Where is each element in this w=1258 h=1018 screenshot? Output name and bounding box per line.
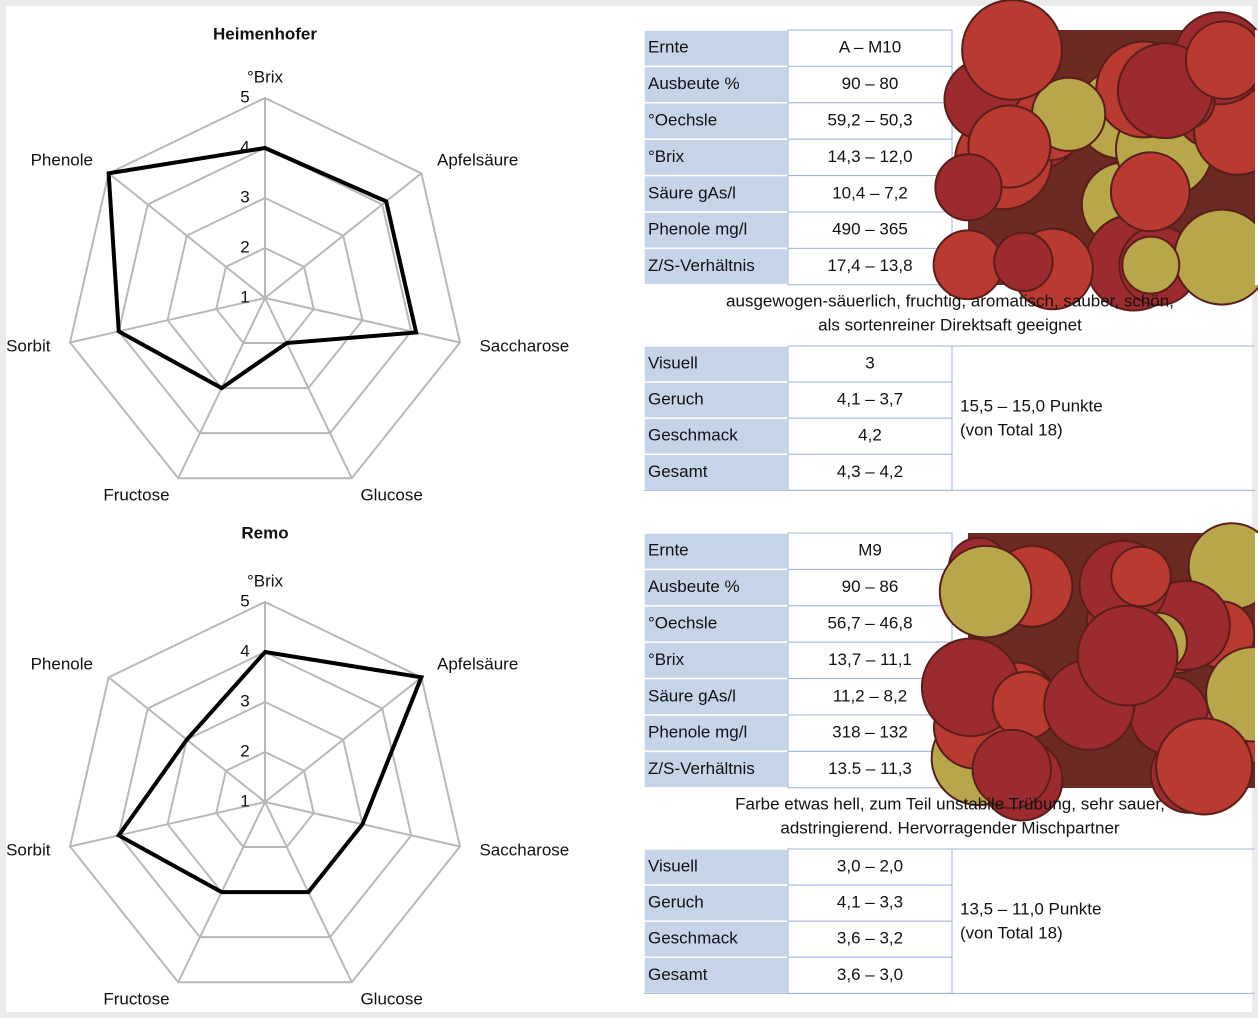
photo-apple	[994, 233, 1052, 291]
row-label: Visuell	[648, 857, 698, 876]
axis-label: Saccharose	[479, 336, 569, 355]
description: als sortenreiner Direktsaft geeignet	[818, 315, 1082, 334]
row-value: A – M10	[839, 38, 901, 57]
axis-label: Saccharose	[479, 840, 569, 859]
photo-apple	[1156, 718, 1252, 814]
photo-apple	[935, 154, 1001, 220]
r-tick-label: 1	[240, 287, 249, 306]
r-tick-label: 3	[240, 691, 249, 710]
page: Heimenhofer °Brix Apfelsäure Saccharose Gluc…	[0, 0, 1258, 1018]
row-value: 11,2 – 8,2	[833, 686, 907, 705]
row-label: Säure gAs/l	[648, 183, 736, 202]
r-tick-label: 2	[240, 741, 249, 760]
photo-apple	[1186, 21, 1258, 99]
r-tick-label: 4	[240, 641, 249, 660]
row-label: Ernte	[648, 541, 689, 560]
row-label: °Oechsle	[648, 110, 717, 129]
row-value: 13,7 – 11,1	[828, 650, 912, 669]
row-label: °Brix	[648, 147, 685, 166]
row-label: Geschmack	[648, 929, 738, 948]
row-label: Ausbeute %	[648, 577, 740, 596]
row-value: 4,1 – 3,3	[837, 893, 903, 912]
total-points: (von Total 18)	[960, 923, 1063, 942]
row-label: Ausbeute %	[648, 74, 740, 93]
row-value: 3,6 – 3,0	[837, 965, 903, 984]
r-tick-label: 5	[240, 591, 249, 610]
row-value: 10,4 – 7,2	[832, 183, 908, 202]
photo-apple	[1078, 606, 1178, 706]
photo-apple	[1111, 152, 1190, 231]
axis-label: Phenole	[31, 150, 93, 169]
row-value: 318 – 132	[832, 723, 908, 742]
axis-label: Sorbit	[6, 840, 51, 859]
row-value: 14,3 – 12,0	[827, 147, 912, 166]
r-tick-label: 1	[240, 791, 249, 810]
photo-apple	[1174, 210, 1258, 305]
description: adstringierend. Hervorragender Mischpart…	[780, 818, 1120, 837]
photo-apple	[962, 0, 1062, 100]
r-tick-label: 5	[240, 87, 249, 106]
axis-label: Fructose	[103, 990, 169, 1009]
axis-label: °Brix	[247, 67, 284, 86]
photo-apple	[1122, 237, 1179, 294]
row-label: Säure gAs/l	[648, 686, 736, 705]
row-value: 13.5 – 11,3	[828, 759, 912, 778]
row-value: 3	[865, 354, 874, 373]
row-label: Geschmack	[648, 426, 738, 445]
row-value: 3,6 – 3,2	[837, 929, 903, 948]
total-points: 15,5 – 15,0 Punkte	[960, 396, 1103, 415]
axis-label: Apfelsäure	[437, 150, 518, 169]
row-value: 4,2	[858, 426, 882, 445]
row-label: Gesamt	[648, 965, 708, 984]
axis-label: Fructose	[103, 486, 169, 505]
r-tick-label: 3	[240, 187, 249, 206]
total-points: (von Total 18)	[960, 420, 1063, 439]
axis-label: Sorbit	[6, 336, 51, 355]
row-value: M9	[858, 541, 882, 560]
row-value: 4,1 – 3,7	[837, 390, 903, 409]
axis-label: Glucose	[360, 990, 422, 1009]
total-points: 13,5 – 11,0 Punkte	[960, 899, 1101, 918]
row-value: 90 – 86	[842, 577, 899, 596]
row-label: Phenole mg/l	[648, 220, 747, 239]
axis-label: Glucose	[360, 486, 422, 505]
description: Farbe etwas hell, zum Teil unstabile Trü…	[735, 794, 1165, 813]
row-label: Geruch	[648, 893, 704, 912]
row-value: 3,0 – 2,0	[837, 857, 903, 876]
row-value: 490 – 365	[832, 220, 908, 239]
row-label: Phenole mg/l	[648, 723, 747, 742]
row-label: Z/S-Verhältnis	[648, 256, 755, 275]
row-value: 90 – 80	[842, 74, 899, 93]
description: ausgewogen-säuerlich, fruchtig, aromatis…	[726, 291, 1174, 310]
axis-label: °Brix	[247, 571, 284, 590]
row-label: Ernte	[648, 38, 689, 57]
photo-apple	[1111, 547, 1170, 606]
row-value: 4,3 – 4,2	[837, 462, 903, 481]
chart-title: Heimenhofer	[213, 24, 317, 43]
row-label: Z/S-Verhältnis	[648, 759, 755, 778]
r-tick-label: 2	[240, 237, 249, 256]
row-label: Gesamt	[648, 462, 708, 481]
row-value: 56,7 – 46,8	[827, 613, 912, 632]
row-label: °Brix	[648, 650, 685, 669]
row-label: °Oechsle	[648, 613, 717, 632]
row-label: Geruch	[648, 390, 704, 409]
photo-apple	[934, 230, 1003, 299]
axis-label: Apfelsäure	[437, 654, 518, 673]
chart-title: Remo	[241, 523, 288, 542]
photo-apple	[940, 546, 1032, 638]
axis-label: Phenole	[31, 654, 93, 673]
row-label: Visuell	[648, 354, 698, 373]
row-value: 59,2 – 50,3	[827, 110, 912, 129]
row-value: 17,4 – 13,8	[827, 256, 912, 275]
